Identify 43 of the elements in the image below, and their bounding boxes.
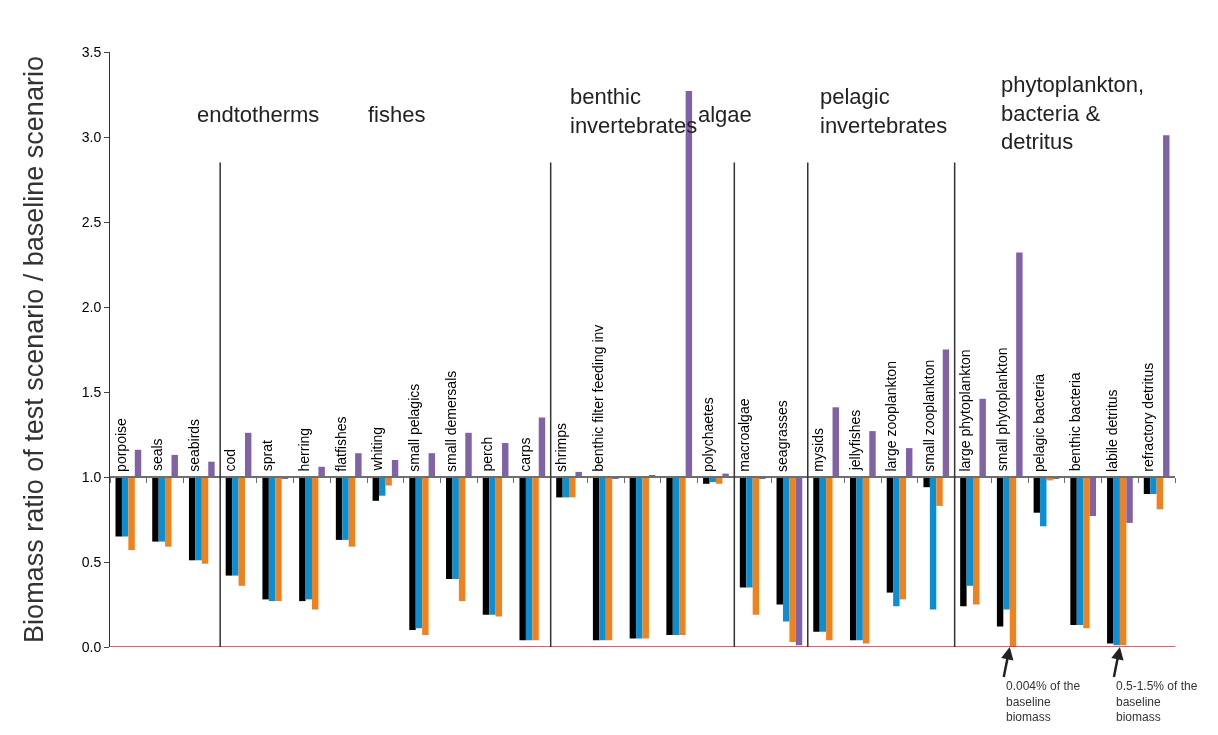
x-tick-label: porpoise [112,417,129,472]
x-tick-label: herring [296,427,313,472]
x-tick-label: large phytoplankton [957,349,974,472]
x-tick-label: whiting [369,426,386,472]
y-tick-label: 1.0 [81,468,102,485]
annotation: endtotherms [197,102,320,127]
annotation: algae [698,102,752,127]
y-tick-label: 3.0 [81,128,102,145]
x-tick-label: sprat [259,440,276,472]
annotation: 0.004% of the baseline biomass [1006,679,1081,725]
x-tick-label: pelagic bacteria [1030,373,1047,472]
x-tick-label: carps [516,437,533,472]
y-axis-title: Biomass ratio of test scenario / baseline scenario [18,56,49,643]
x-tick-label: labile detritus [1103,389,1120,472]
y-tick-label: 0.5 [81,553,102,570]
x-tick-label: small pelagics [406,383,423,472]
y-tick-label: 2.5 [81,213,102,230]
annotation: 0.5-1.5% of the baseline biomass [1116,679,1198,725]
x-tick-label: mysids [810,428,827,472]
x-tick-label: benthic bacteria [1067,372,1084,472]
y-tick-label: 0.0 [81,638,102,655]
x-tick-label: small demersals [442,370,459,472]
x-tick-label: benthic filter feeding inv [589,324,606,472]
x-tick-label: seabirds [185,418,202,472]
x-tick-label: small phytoplankton [994,347,1011,472]
x-tick-label: polychaetes [699,397,716,472]
y-tick-label: 1.5 [81,383,102,400]
x-tick-label: cod [222,448,239,472]
annotation: fishes [368,102,426,127]
y-tick-label: 3.5 [81,43,102,60]
x-tick-label: flatfishes [332,416,349,472]
x-tick-label: small zooplankton [920,359,937,472]
x-tick-label: large zooplankton [883,361,900,472]
x-tick-label: perch [479,436,496,472]
annotation: pelagic invertebrates [820,84,948,138]
x-tick-label: refractory detritus [1140,362,1157,472]
annotation: phytoplankton, bacteria & detritus [1001,72,1145,155]
y-tick-label: 2.0 [81,298,102,315]
x-tick-label: macroalgae [736,398,753,472]
x-tick-label: jellyfishes [847,409,864,472]
x-tick-label: seals [148,438,165,472]
x-tick-label: shrimps [552,423,569,473]
x-tick-label: seagrasses [773,400,790,472]
